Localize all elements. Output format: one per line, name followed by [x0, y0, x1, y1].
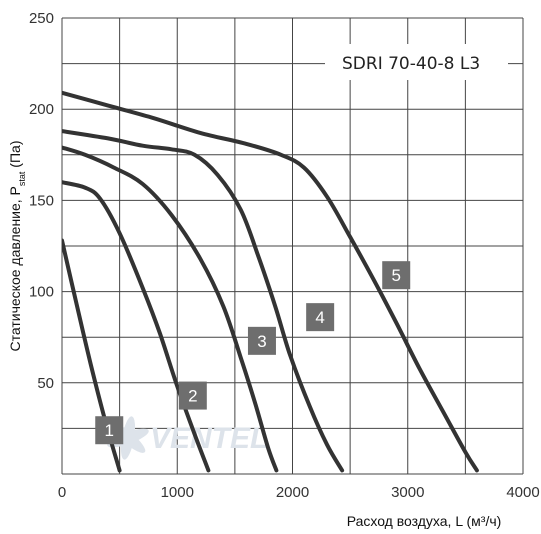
x-tick-label: 1000 [161, 484, 194, 501]
series-group [62, 90, 479, 473]
curve-badge-label-5: 5 [391, 266, 400, 285]
y-axis-label-unit: (Па) [7, 141, 23, 172]
x-tick-label: 3000 [391, 484, 424, 501]
y-axis-label-subscript: stat [17, 171, 27, 186]
series-line-4 [62, 129, 345, 473]
watermark-text: VENTEL [150, 422, 268, 455]
y-tick-label: 50 [37, 375, 54, 392]
series-line-2 [62, 180, 211, 473]
curve-badge-1 [95, 416, 124, 445]
y-axis-label-main: Статическое давление, P [7, 186, 23, 351]
curve-badge-label-3: 3 [257, 332, 266, 351]
title-box [325, 44, 508, 80]
curve-badge-label-1: 1 [105, 421, 114, 440]
curve-badge-4 [306, 303, 335, 332]
x-axis-label: Расход воздуха, L (м³/ч) [347, 513, 502, 529]
x-tick-label: 4000 [506, 484, 539, 501]
chart-title: SDRI 70-40-8 L3 [342, 54, 480, 74]
grid [61, 17, 524, 475]
series-line-3 [62, 145, 279, 473]
curve-badge-5 [382, 261, 411, 290]
y-tick-label: 250 [29, 10, 54, 27]
curve-badge-label-4: 4 [315, 308, 324, 327]
y-axis-label: Статическое давление, Pstat (Па) [7, 141, 27, 352]
series-line-5 [62, 90, 479, 473]
curve-labels: 1 2 3 4 5 [95, 261, 411, 445]
axes: 0 1000 2000 3000 4000 50 100 150 200 250 [29, 10, 540, 501]
x-tick-label: 0 [58, 484, 66, 501]
x-tick-label: 2000 [276, 484, 309, 501]
curve-badge-2 [178, 381, 207, 410]
watermark: VENTEL [107, 416, 268, 460]
y-tick-label: 100 [29, 284, 54, 301]
y-tick-label: 150 [29, 192, 54, 209]
curve-badge-3 [247, 326, 276, 355]
curve-badge-label-2: 2 [188, 387, 197, 406]
y-tick-label: 200 [29, 101, 54, 118]
